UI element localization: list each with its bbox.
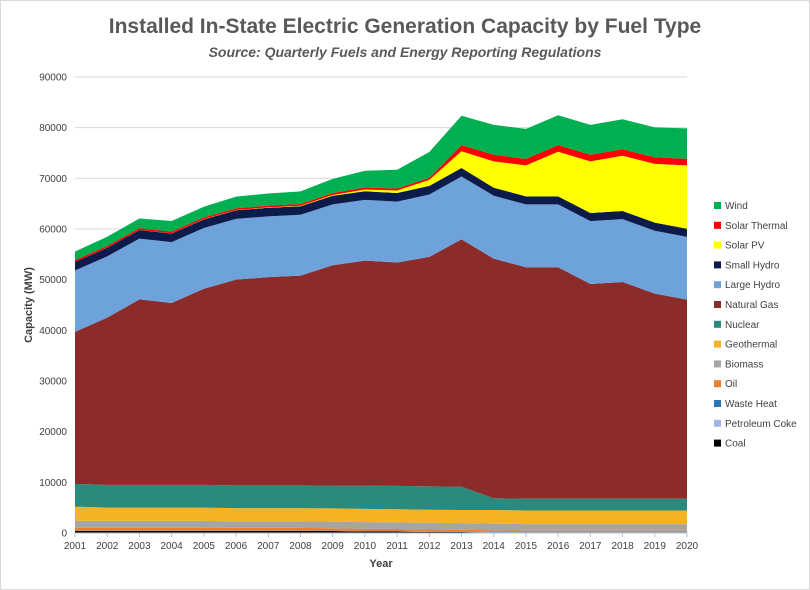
chart-subtitle: Source: Quarterly Fuels and Energy Repor… bbox=[208, 44, 602, 60]
legend-label: Natural Gas bbox=[725, 300, 778, 311]
x-tick-label: 2013 bbox=[450, 541, 473, 552]
legend-label: Nuclear bbox=[725, 320, 760, 331]
y-tick-label: 60000 bbox=[39, 225, 67, 236]
legend-item-small-hydro: Small Hydro bbox=[714, 260, 780, 271]
x-tick-label: 2006 bbox=[225, 541, 248, 552]
legend-swatch bbox=[714, 261, 721, 269]
legend-label: Waste Heat bbox=[725, 399, 777, 410]
x-tick-label: 2010 bbox=[354, 541, 377, 552]
y-tick-label: 80000 bbox=[39, 123, 67, 134]
legend-item-nuclear: Nuclear bbox=[714, 320, 760, 331]
legend-swatch bbox=[714, 400, 721, 407]
legend-item-oil: Oil bbox=[714, 379, 737, 390]
legend-item-biomass: Biomass bbox=[714, 359, 763, 370]
legend-item-waste-heat: Waste Heat bbox=[714, 399, 777, 410]
y-tick-label: 70000 bbox=[39, 174, 67, 185]
x-tick-label: 2008 bbox=[289, 541, 312, 552]
legend-swatch bbox=[714, 202, 721, 209]
x-tick-label: 2005 bbox=[193, 541, 216, 552]
x-tick-label: 2017 bbox=[579, 541, 602, 552]
x-tick-label: 2004 bbox=[161, 541, 184, 552]
legend-item-natural-gas: Natural Gas bbox=[714, 300, 778, 311]
legend-item-coal: Coal bbox=[714, 439, 746, 450]
legend-swatch bbox=[714, 439, 721, 447]
area-wind bbox=[75, 115, 687, 261]
x-tick-label: 2009 bbox=[322, 541, 345, 552]
area-large-hydro bbox=[75, 176, 687, 332]
area-coal bbox=[75, 530, 687, 533]
x-tick-label: 2016 bbox=[547, 541, 570, 552]
area-oil bbox=[75, 527, 687, 533]
legend-label: Geothermal bbox=[725, 340, 777, 351]
legend-label: Solar Thermal bbox=[725, 221, 788, 232]
legend-label: Solar PV bbox=[725, 241, 765, 252]
legend-label: Oil bbox=[725, 379, 737, 390]
area-waste-heat bbox=[75, 530, 687, 533]
y-tick-label: 20000 bbox=[39, 427, 67, 438]
area-geothermal bbox=[75, 506, 687, 525]
x-tick-label: 2011 bbox=[386, 541, 408, 552]
legend-swatch bbox=[714, 221, 721, 229]
legend-label: Coal bbox=[725, 439, 746, 450]
x-tick-label: 2014 bbox=[483, 541, 506, 552]
legend-label: Small Hydro bbox=[725, 260, 780, 271]
legend-swatch bbox=[714, 301, 721, 308]
legend-item-petroleum-coke: Petroleum Coke bbox=[714, 419, 797, 430]
area-nuclear bbox=[75, 483, 687, 511]
legend-label: Large Hydro bbox=[725, 280, 780, 291]
legend-swatch bbox=[714, 281, 721, 289]
y-tick-label: 90000 bbox=[39, 73, 67, 84]
legend-item-solar-pv: Solar PV bbox=[714, 241, 765, 252]
y-tick-label: 30000 bbox=[39, 377, 67, 388]
legend-swatch bbox=[714, 241, 721, 249]
y-tick-label: 50000 bbox=[39, 275, 67, 286]
x-tick-label: 2002 bbox=[96, 541, 119, 552]
legend-label: Biomass bbox=[725, 359, 763, 370]
legend-label: Wind bbox=[725, 201, 748, 212]
x-tick-label: 2018 bbox=[611, 541, 634, 552]
y-tick-label: 0 bbox=[61, 529, 67, 540]
x-tick-label: 2020 bbox=[676, 541, 699, 552]
x-tick-label: 2015 bbox=[515, 541, 538, 552]
legend-item-geothermal: Geothermal bbox=[714, 340, 777, 351]
x-axis-title: Year bbox=[369, 558, 393, 570]
legend-item-large-hydro: Large Hydro bbox=[714, 280, 780, 291]
legend-swatch bbox=[714, 340, 721, 348]
x-tick-label: 2019 bbox=[644, 541, 667, 552]
legend-label: Petroleum Coke bbox=[725, 419, 797, 430]
legend-item-wind: Wind bbox=[714, 201, 748, 212]
x-tick-label: 2003 bbox=[128, 541, 151, 552]
legend-swatch bbox=[714, 360, 721, 368]
legend-item-solar-thermal: Solar Thermal bbox=[714, 221, 788, 232]
y-axis-title: Capacity (MW) bbox=[23, 267, 35, 343]
x-tick-label: 2012 bbox=[418, 541, 441, 552]
legend-swatch bbox=[714, 380, 721, 388]
area-solar-pv bbox=[75, 151, 687, 262]
y-tick-label: 10000 bbox=[39, 478, 67, 489]
area-natural-gas bbox=[75, 239, 687, 499]
x-tick-label: 2007 bbox=[257, 541, 280, 552]
x-tick-label: 2001 bbox=[64, 541, 87, 552]
area-biomass bbox=[75, 520, 687, 531]
chart-title: Installed In-State Electric Generation C… bbox=[108, 15, 702, 38]
legend-swatch bbox=[714, 419, 721, 427]
y-tick-label: 40000 bbox=[39, 326, 67, 337]
legend-swatch bbox=[714, 320, 721, 328]
